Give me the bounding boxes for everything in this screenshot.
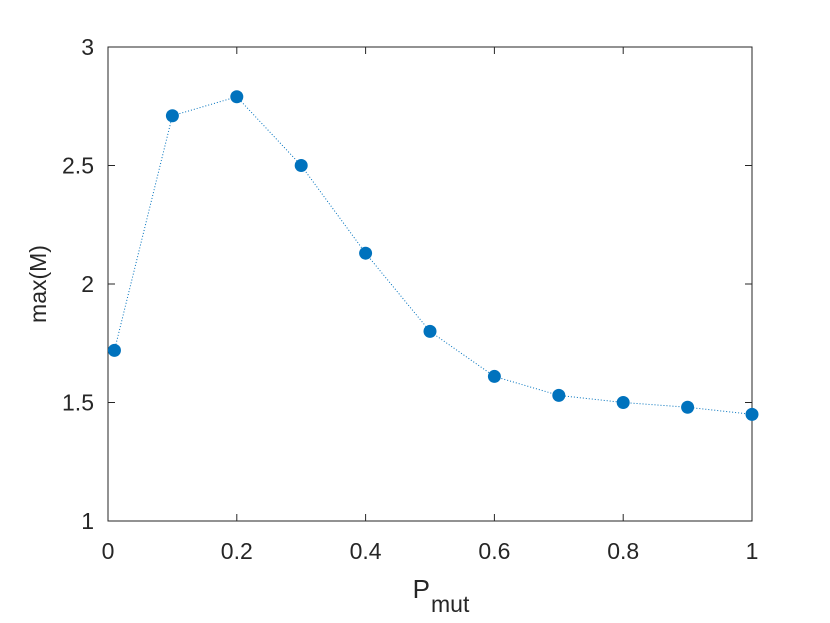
data-point	[745, 407, 759, 421]
data-point	[359, 246, 373, 260]
y-tick-label: 2.5	[62, 153, 94, 179]
data-point	[487, 369, 501, 383]
y-tick-label: 2	[81, 271, 94, 297]
data-point	[616, 396, 630, 409]
y-tick-label: 3	[81, 34, 94, 60]
data-point	[423, 324, 437, 338]
x-axis-label: P	[413, 574, 430, 604]
data-point	[552, 388, 566, 402]
x-tick-label: 0.6	[478, 538, 510, 564]
x-tick-label: 0.2	[221, 538, 253, 564]
y-tick-label: 1.5	[62, 390, 94, 416]
data-point	[107, 343, 121, 357]
data-point	[165, 109, 179, 123]
x-axis-label-subscript: mut	[431, 591, 470, 617]
data-point	[681, 400, 695, 414]
x-tick-label: 0.4	[350, 538, 382, 564]
x-tick-label: 1	[746, 538, 759, 564]
x-tick-label: 0	[102, 538, 115, 564]
y-tick-label: 1	[81, 508, 94, 534]
data-point	[294, 159, 308, 172]
data-point	[230, 90, 244, 104]
x-tick-label: 0.8	[607, 538, 639, 564]
y-axis-label: max(M)	[25, 245, 51, 323]
